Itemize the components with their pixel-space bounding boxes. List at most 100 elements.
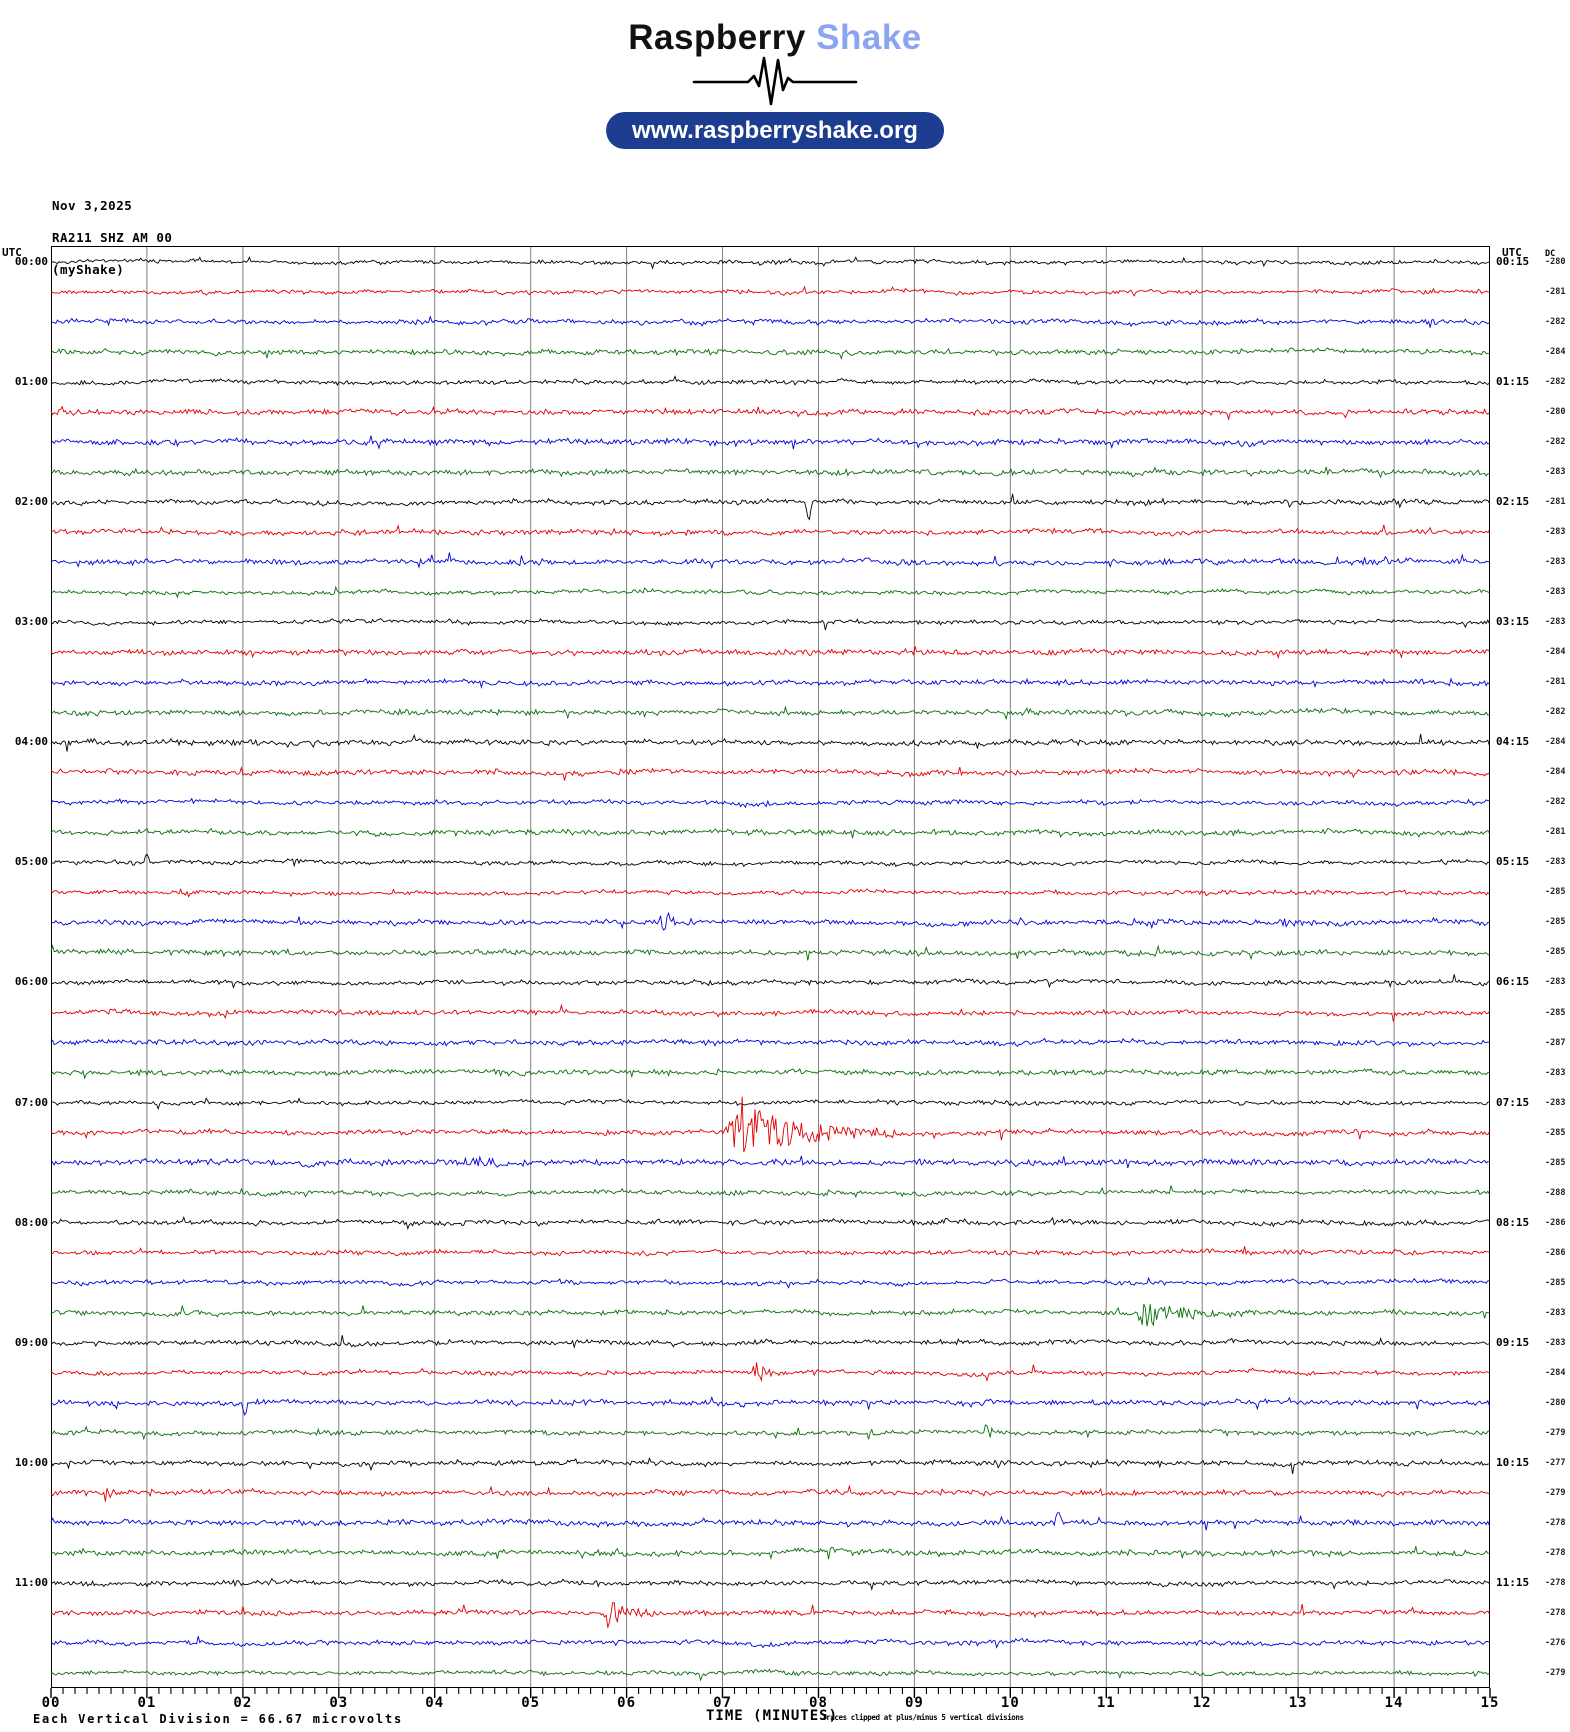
seismogram-trace <box>50 1096 1490 1153</box>
hour-label-left: 00:00 <box>14 255 48 268</box>
seismogram-trace <box>50 1577 1490 1592</box>
dc-value: -285 <box>1545 887 1566 898</box>
seismogram-trace <box>51 1097 1490 1111</box>
url-button[interactable]: www.raspberryshake.org <box>606 112 944 149</box>
dc-value: -276 <box>1545 1637 1566 1648</box>
seismogram-trace <box>50 887 1490 898</box>
dc-value: -286 <box>1545 1247 1566 1258</box>
x-axis-tick-label: 02 <box>233 1695 253 1711</box>
x-axis-tick-label: 12 <box>1192 1695 1212 1711</box>
hour-label-left: 04:00 <box>14 735 48 749</box>
dc-value: -278 <box>1545 1607 1566 1618</box>
x-axis-tick-label: 03 <box>329 1695 349 1711</box>
hour-label-left: 11:00 <box>14 1575 48 1589</box>
seismogram-trace <box>50 1216 1490 1231</box>
seismogram-trace <box>50 944 1490 961</box>
dc-value: -279 <box>1545 1487 1566 1498</box>
seismic-waveform-icon <box>692 56 858 106</box>
dc-value: -283 <box>1545 857 1566 868</box>
hour-label-right: 03:15 <box>1496 615 1530 629</box>
clip-note: Traces clipped at plus/minus 5 vertical … <box>822 1713 1024 1722</box>
dc-value: -284 <box>1545 737 1566 748</box>
seismogram-trace <box>50 375 1490 386</box>
x-axis-tick-label: 08 <box>809 1695 828 1711</box>
dc-value: -278 <box>1545 1517 1566 1528</box>
dc-value: -284 <box>1545 767 1566 778</box>
dc-value: -279 <box>1545 1427 1566 1438</box>
dc-value: -287 <box>1545 1037 1566 1048</box>
seismogram-trace <box>50 552 1490 570</box>
dc-value: -283 <box>1545 1067 1566 1078</box>
seismogram-trace <box>50 1276 1490 1289</box>
dc-value: -279 <box>1545 1667 1566 1678</box>
seismogram-trace <box>50 677 1490 690</box>
hour-label-left: 03:00 <box>14 615 48 629</box>
dc-value: -283 <box>1545 557 1566 568</box>
hour-label-right: 09:15 <box>1496 1335 1530 1349</box>
seismogram-trace <box>51 1424 1490 1441</box>
hour-label-left: 10:00 <box>14 1455 48 1469</box>
x-axis-tick-label: 11 <box>1096 1695 1116 1711</box>
dc-value: -282 <box>1545 707 1566 718</box>
seismogram-trace <box>50 256 1490 270</box>
dc-value: -282 <box>1545 377 1566 388</box>
x-axis-tick-label: 15 <box>1480 1695 1500 1711</box>
seismogram-trace <box>50 1362 1490 1382</box>
dc-value: -278 <box>1545 1577 1566 1588</box>
x-axis-tick-label: 06 <box>617 1695 637 1711</box>
time-axis-title: TIME (MINUTES) <box>705 1708 839 1724</box>
seismogram-trace <box>50 315 1490 328</box>
scale-note: Each Vertical Division = 66.67 microvolt… <box>33 1712 404 1726</box>
utc-label-right: UTC <box>1502 246 1522 259</box>
utc-label-left: UTC <box>2 246 22 259</box>
dc-value: -283 <box>1545 527 1566 538</box>
dc-value: -281 <box>1545 827 1566 838</box>
dc-value: -284 <box>1545 647 1566 658</box>
hour-label-left: 01:00 <box>14 375 48 389</box>
seismogram-trace <box>50 405 1490 421</box>
seismogram-trace <box>50 1185 1490 1199</box>
dc-value: -283 <box>1545 1097 1566 1108</box>
seismogram-trace <box>50 466 1490 479</box>
hour-label-right: 08:15 <box>1496 1215 1530 1229</box>
hour-label-left: 07:00 <box>14 1095 48 1109</box>
seismogram-trace <box>50 911 1490 931</box>
dc-value: -284 <box>1545 1367 1566 1378</box>
seismogram-trace <box>50 1395 1490 1417</box>
dc-value: -283 <box>1545 467 1566 478</box>
dc-value: -281 <box>1545 497 1566 508</box>
x-axis-tick-label: 00 <box>41 1695 61 1711</box>
brand-shake-text: Shake <box>816 18 922 57</box>
x-axis-tick-label: 07 <box>713 1695 732 1711</box>
seismogram-trace <box>50 827 1490 839</box>
brand-raspberry-text: Raspberry <box>628 18 806 57</box>
hour-label-right: 01:15 <box>1496 375 1530 389</box>
x-axis-tick-label: 04 <box>425 1695 445 1711</box>
hour-label-left: 05:00 <box>14 855 48 869</box>
hour-label-right: 00:15 <box>1496 255 1530 268</box>
hour-label-right: 02:15 <box>1496 495 1530 509</box>
dc-value: -283 <box>1545 1337 1566 1348</box>
dc-value: -280 <box>1545 1397 1566 1408</box>
seismogram-trace <box>50 1303 1490 1327</box>
seismogram-trace <box>50 1003 1490 1022</box>
seismogram-trace <box>50 1546 1490 1561</box>
dc-value: -285 <box>1545 1007 1566 1018</box>
dc-value: -277 <box>1545 1457 1566 1468</box>
seismogram-trace <box>50 1601 1490 1628</box>
seismogram-trace <box>50 853 1490 868</box>
dc-value: -282 <box>1545 317 1566 328</box>
seismogram-trace <box>50 618 1490 631</box>
seismogram-trace <box>50 765 1490 781</box>
dc-value: -280 <box>1545 407 1566 418</box>
x-axis-tick-label: 01 <box>137 1695 157 1711</box>
dc-value: -285 <box>1545 1277 1566 1288</box>
hour-label-left: 06:00 <box>14 975 48 989</box>
hour-label-right: 06:15 <box>1496 975 1530 989</box>
dc-value: -285 <box>1545 1157 1566 1168</box>
seismogram-trace <box>50 974 1490 989</box>
brand-wordmark: Raspberry Shake <box>628 18 922 58</box>
seismogram-trace <box>50 1037 1490 1048</box>
